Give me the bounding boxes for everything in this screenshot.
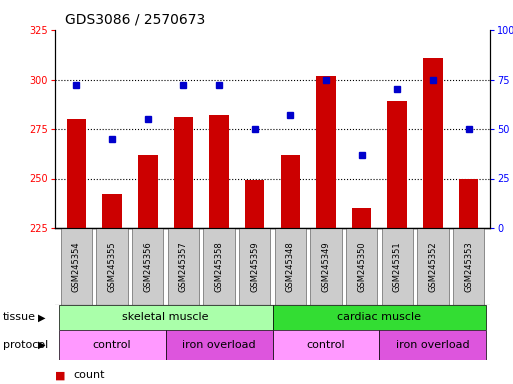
Bar xyxy=(168,228,199,305)
Bar xyxy=(239,228,270,305)
Text: iron overload: iron overload xyxy=(182,340,256,350)
Bar xyxy=(380,330,486,360)
Text: count: count xyxy=(73,370,105,381)
Bar xyxy=(173,117,193,228)
Bar xyxy=(61,228,92,305)
Bar xyxy=(58,330,166,360)
Bar xyxy=(453,228,484,305)
Bar xyxy=(423,58,443,228)
Text: protocol: protocol xyxy=(3,340,48,350)
Bar xyxy=(67,119,86,228)
Bar xyxy=(281,155,300,228)
Bar xyxy=(459,179,479,228)
Text: skeletal muscle: skeletal muscle xyxy=(122,313,209,323)
Bar xyxy=(387,101,407,228)
Text: GSM245348: GSM245348 xyxy=(286,241,295,292)
Text: GSM245350: GSM245350 xyxy=(357,241,366,292)
Text: GSM245357: GSM245357 xyxy=(179,241,188,292)
Bar xyxy=(352,208,371,228)
Bar xyxy=(102,194,122,228)
Bar xyxy=(203,228,235,305)
Text: GDS3086 / 2570673: GDS3086 / 2570673 xyxy=(65,12,206,26)
Bar xyxy=(274,228,306,305)
Text: GSM245354: GSM245354 xyxy=(72,241,81,292)
Bar xyxy=(346,228,378,305)
Text: tissue: tissue xyxy=(3,313,35,323)
Text: GSM245351: GSM245351 xyxy=(393,241,402,292)
Bar xyxy=(310,228,342,305)
Bar xyxy=(417,228,449,305)
Bar xyxy=(209,115,229,228)
Text: GSM245356: GSM245356 xyxy=(143,241,152,292)
Text: GSM245353: GSM245353 xyxy=(464,241,473,292)
Bar xyxy=(166,330,272,360)
Text: GSM245359: GSM245359 xyxy=(250,241,259,292)
Text: GSM245352: GSM245352 xyxy=(428,241,438,292)
Bar xyxy=(132,228,164,305)
Bar xyxy=(58,305,272,330)
Text: ■: ■ xyxy=(55,370,66,381)
Text: cardiac muscle: cardiac muscle xyxy=(338,313,422,323)
Bar xyxy=(316,76,336,228)
Text: iron overload: iron overload xyxy=(396,340,470,350)
Text: control: control xyxy=(307,340,345,350)
Text: control: control xyxy=(93,340,131,350)
Bar xyxy=(138,155,157,228)
Text: ▶: ▶ xyxy=(38,313,46,323)
Bar xyxy=(272,330,380,360)
Text: GSM245349: GSM245349 xyxy=(322,241,330,292)
Text: ▶: ▶ xyxy=(38,340,46,350)
Text: GSM245358: GSM245358 xyxy=(214,241,224,292)
Bar xyxy=(245,180,265,228)
Text: GSM245355: GSM245355 xyxy=(108,241,116,292)
Bar xyxy=(272,305,486,330)
Bar xyxy=(382,228,413,305)
Bar xyxy=(96,228,128,305)
